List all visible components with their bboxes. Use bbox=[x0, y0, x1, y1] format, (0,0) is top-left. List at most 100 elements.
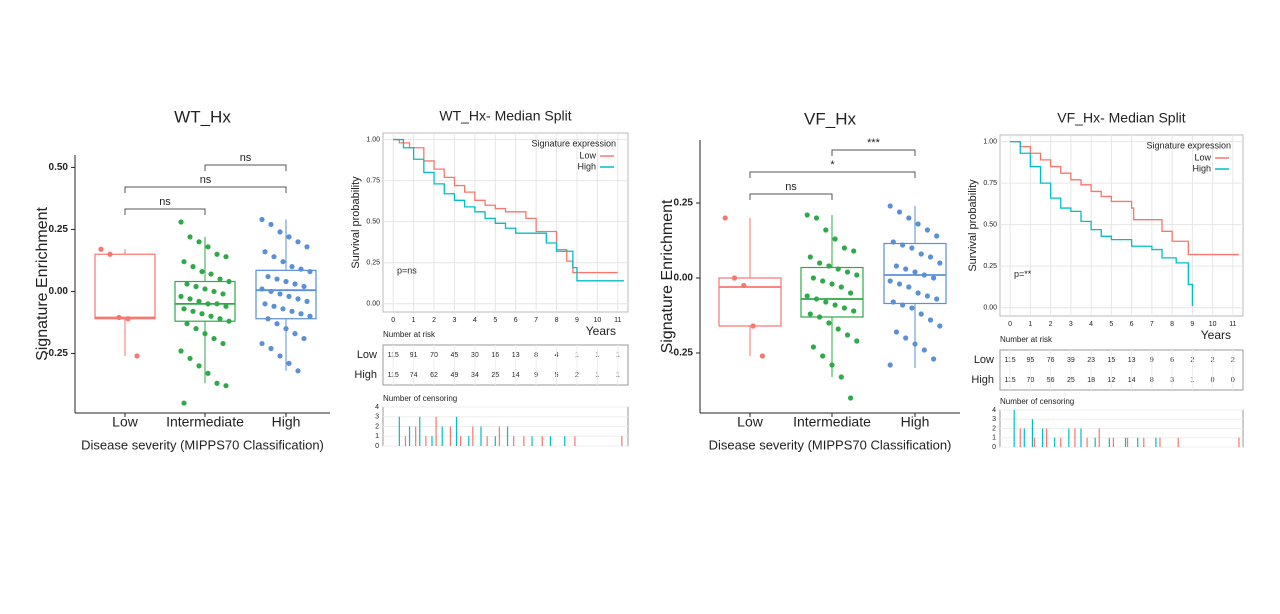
data-point bbox=[931, 275, 937, 281]
data-point bbox=[896, 209, 903, 215]
data-point bbox=[202, 331, 208, 337]
data-point bbox=[301, 335, 307, 342]
data-point bbox=[217, 276, 223, 282]
x-tick-label: 11 bbox=[614, 317, 621, 324]
data-point bbox=[903, 335, 909, 341]
data-point bbox=[262, 301, 268, 307]
data-point bbox=[226, 278, 232, 285]
censor-tick-label: 1 bbox=[375, 433, 379, 440]
data-point bbox=[820, 278, 826, 284]
x-axis-label: Disease severity (MIPPS70 Classification… bbox=[81, 437, 324, 452]
y-axis-label: Signature Enrichment bbox=[34, 207, 51, 361]
data-point bbox=[804, 212, 810, 218]
box bbox=[94, 253, 156, 320]
data-point bbox=[829, 362, 835, 368]
censor-tick-label: 4 bbox=[992, 407, 996, 414]
data-point bbox=[912, 341, 918, 347]
survival-curve bbox=[1010, 140, 1194, 307]
data-point bbox=[178, 293, 184, 300]
x-tick-label: 8 bbox=[555, 317, 559, 324]
box bbox=[718, 277, 782, 327]
data-point bbox=[896, 281, 903, 287]
data-point bbox=[817, 314, 823, 320]
y-tick-label: 0.25 bbox=[366, 260, 380, 267]
data-point bbox=[924, 293, 931, 299]
data-point bbox=[199, 268, 205, 275]
x-tick-label: 4 bbox=[473, 317, 477, 324]
censor-tick-label: 3 bbox=[992, 416, 996, 423]
data-point bbox=[277, 291, 283, 297]
chart-title: WT_Hx- Median Split bbox=[439, 108, 571, 124]
data-point bbox=[286, 234, 292, 240]
y-tick-label: -0.25 bbox=[670, 348, 693, 359]
x-tick-label: 2 bbox=[432, 317, 436, 324]
data-point bbox=[918, 251, 924, 257]
data-point bbox=[211, 335, 217, 342]
data-point bbox=[286, 293, 292, 300]
y-tick-label: 0.00 bbox=[983, 305, 997, 312]
y-tick-label: 0.25 bbox=[674, 198, 694, 209]
risk-table bbox=[382, 344, 629, 386]
data-point bbox=[199, 311, 205, 317]
x-tick-label: Intermediate bbox=[793, 414, 871, 430]
data-point bbox=[829, 281, 835, 287]
data-point bbox=[810, 344, 817, 350]
y-tick-label: 0.00 bbox=[366, 301, 380, 308]
data-point bbox=[178, 348, 184, 354]
y-tick-label: 0.50 bbox=[49, 162, 69, 173]
data-point bbox=[208, 313, 214, 319]
y-tick-label: 0.50 bbox=[983, 222, 997, 229]
data-point bbox=[98, 246, 104, 252]
comparison-label: ns bbox=[240, 152, 252, 164]
data-point bbox=[887, 362, 893, 368]
data-point bbox=[844, 332, 851, 338]
data-point bbox=[295, 239, 301, 245]
data-point bbox=[900, 242, 906, 248]
data-point bbox=[283, 326, 289, 332]
data-point bbox=[295, 296, 301, 302]
censor-tick-label: 1 bbox=[992, 435, 996, 442]
data-point bbox=[187, 355, 193, 362]
data-point bbox=[750, 323, 756, 329]
data-point bbox=[190, 308, 196, 314]
data-point bbox=[854, 338, 860, 344]
legend-title: Signature expression bbox=[1146, 140, 1231, 150]
data-point bbox=[181, 400, 187, 406]
x-tick-label: 5 bbox=[1109, 321, 1113, 328]
data-point bbox=[890, 299, 896, 305]
data-point bbox=[934, 233, 940, 239]
x-tick-label: 6 bbox=[514, 317, 518, 324]
x-tick-label: 3 bbox=[453, 317, 457, 324]
comparison-bracket bbox=[124, 186, 287, 193]
data-point bbox=[181, 306, 187, 312]
data-point bbox=[280, 259, 286, 265]
x-tick-label: 9 bbox=[1190, 321, 1194, 328]
data-point bbox=[289, 264, 295, 270]
risk-row-label: High bbox=[971, 374, 994, 386]
data-point bbox=[223, 303, 229, 309]
data-point bbox=[931, 356, 937, 362]
data-point bbox=[226, 318, 232, 324]
data-point bbox=[184, 281, 190, 287]
data-point bbox=[835, 266, 841, 272]
data-point bbox=[813, 296, 820, 302]
y-axis-label: Survival probability bbox=[967, 179, 979, 272]
legend-label: Low bbox=[1194, 152, 1211, 162]
data-point bbox=[292, 281, 298, 287]
data-point bbox=[851, 308, 857, 314]
data-point bbox=[223, 383, 229, 389]
data-point bbox=[890, 239, 896, 245]
comparison-label: ns bbox=[200, 174, 212, 186]
chart-title: VF_Hx bbox=[804, 109, 856, 128]
data-point bbox=[841, 305, 848, 311]
data-point bbox=[722, 215, 728, 221]
legend-title: Signature expression bbox=[531, 138, 616, 148]
data-point bbox=[813, 215, 820, 221]
comparison-label: ns bbox=[159, 196, 171, 208]
data-point bbox=[223, 254, 229, 260]
data-point bbox=[211, 288, 217, 295]
data-point bbox=[835, 326, 841, 332]
data-point bbox=[298, 311, 304, 317]
data-point bbox=[298, 266, 304, 272]
